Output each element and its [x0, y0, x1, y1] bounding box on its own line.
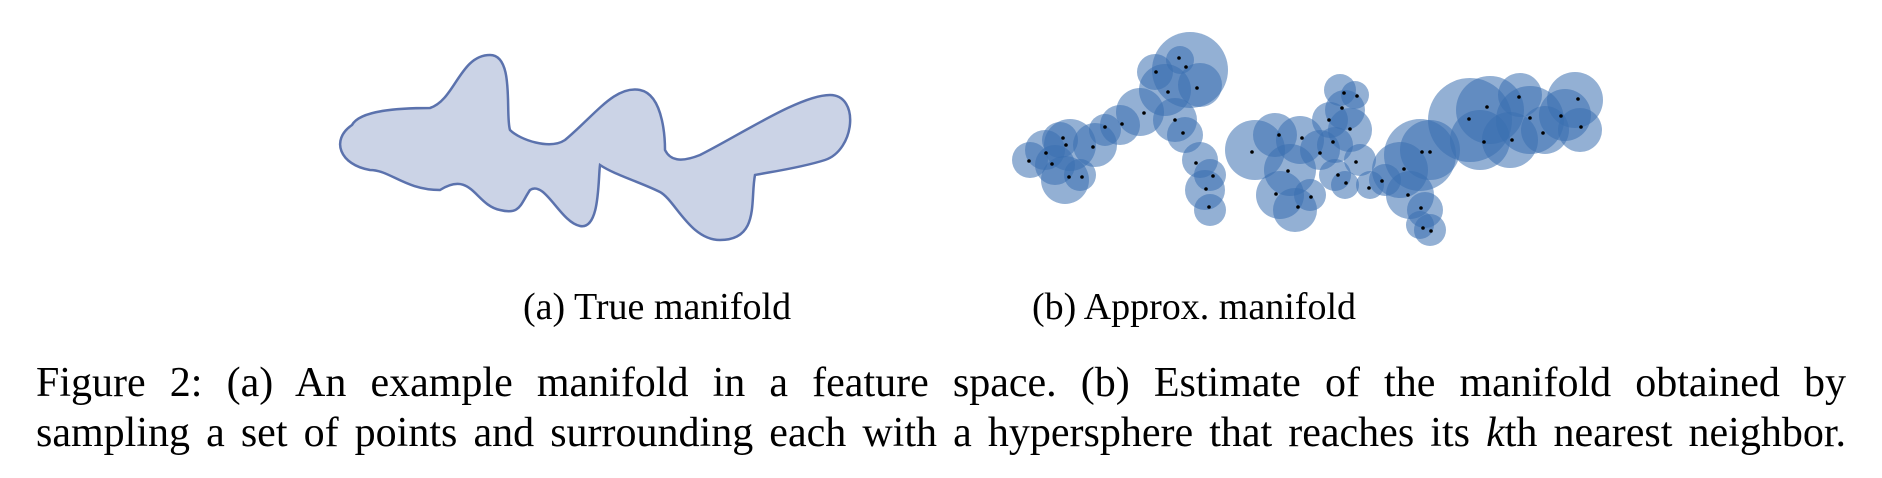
approx-manifold-sample-points: [1027, 56, 1583, 233]
sample-point: [1103, 125, 1107, 129]
sample-point: [1080, 175, 1084, 179]
sample-point: [1331, 140, 1335, 144]
hypersphere: [1064, 159, 1096, 191]
sample-point: [1061, 136, 1065, 140]
sample-point: [1300, 136, 1304, 140]
hypersphere: [1194, 194, 1226, 226]
sample-point: [1482, 140, 1486, 144]
hypersphere: [1331, 171, 1359, 199]
sample-point: [1419, 206, 1423, 210]
sample-point: [1344, 181, 1348, 185]
hypersphere: [1294, 179, 1326, 211]
sample-point: [1336, 173, 1340, 177]
sample-point: [1286, 169, 1290, 173]
sample-point: [1204, 187, 1208, 191]
sample-point: [1177, 56, 1181, 60]
subcaption-a: (a) True manifold: [523, 286, 792, 328]
sample-point: [1142, 111, 1146, 115]
sample-point: [1355, 94, 1359, 98]
sample-point: [1154, 70, 1158, 74]
sample-point: [1181, 131, 1185, 135]
caption-k: k: [1486, 410, 1505, 456]
sample-point: [1044, 151, 1048, 155]
caption-line-2-start: sampling a set of points and surrounding…: [36, 410, 1487, 456]
sample-point: [1420, 150, 1424, 154]
sample-point: [1173, 118, 1177, 122]
caption-line-1: Figure 2: (a) An example manifold in a f…: [36, 360, 1846, 406]
sample-point: [1250, 150, 1254, 154]
sample-point: [1421, 226, 1425, 230]
sample-point: [1380, 179, 1384, 183]
sample-point: [1579, 125, 1583, 129]
sample-point: [1517, 95, 1521, 99]
true-manifold-shape: [338, 53, 852, 242]
sample-point: [1120, 122, 1124, 126]
sample-point: [1541, 131, 1545, 135]
sample-point: [1050, 162, 1054, 166]
sample-point: [1327, 118, 1331, 122]
sample-point: [1064, 143, 1068, 147]
sample-point: [1576, 97, 1580, 101]
sample-point: [1429, 229, 1433, 233]
sample-point: [1406, 193, 1410, 197]
sample-point: [1166, 90, 1170, 94]
sample-point: [1277, 133, 1281, 137]
hypersphere: [1344, 144, 1376, 176]
subcaption-b: (b) Approx. manifold: [1032, 286, 1357, 328]
hypersphere: [1558, 108, 1602, 152]
caption-line-2-end: th nearest neighbor.: [1504, 410, 1846, 456]
sample-point: [1428, 150, 1432, 154]
figure-caption: Figure 2: (a) An example manifold in a f…: [36, 358, 1846, 458]
sample-point: [1207, 205, 1211, 209]
sample-point: [1348, 127, 1352, 131]
sample-point: [1485, 105, 1489, 109]
sample-point: [1342, 91, 1346, 95]
hypersphere: [1498, 73, 1542, 117]
hypersphere: [1341, 81, 1369, 109]
sample-point: [1309, 195, 1313, 199]
sample-point: [1367, 186, 1371, 190]
sample-point: [1067, 175, 1071, 179]
sample-point: [1194, 161, 1198, 165]
sample-point: [1402, 167, 1406, 171]
sample-point: [1211, 174, 1215, 178]
sample-point: [1510, 138, 1514, 142]
sample-point: [1559, 114, 1563, 118]
sample-point: [1467, 117, 1471, 121]
sample-point: [1318, 151, 1322, 155]
approx-manifold-hyperspheres: [1012, 32, 1603, 246]
sample-point: [1184, 65, 1188, 69]
caption-line-2: sampling a set of points and surrounding…: [36, 408, 1846, 458]
sample-point: [1528, 116, 1532, 120]
sample-point: [1091, 145, 1095, 149]
sample-point: [1195, 86, 1199, 90]
sample-point: [1296, 205, 1300, 209]
sample-point: [1354, 160, 1358, 164]
sample-point: [1340, 106, 1344, 110]
sample-point: [1274, 192, 1278, 196]
hypersphere: [1178, 63, 1222, 107]
hypersphere: [1317, 127, 1353, 163]
sample-point: [1027, 159, 1031, 163]
